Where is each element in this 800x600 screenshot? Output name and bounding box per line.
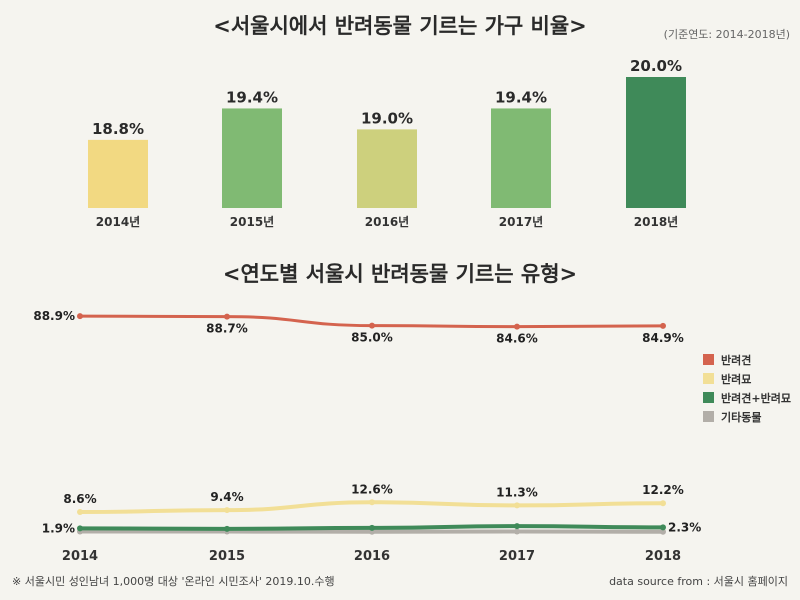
point-cat-2016 <box>369 499 375 506</box>
legend-swatch-cat <box>703 373 714 384</box>
bar-category-label-2017: 2017년 <box>499 215 543 229</box>
data-label-cat-2018: 12.2% <box>642 483 684 497</box>
point-dog-2014 <box>77 313 83 320</box>
bar-category-label-2014: 2014년 <box>96 215 140 229</box>
data-label-dog-2017: 84.6% <box>496 332 538 346</box>
point-other-2018 <box>660 528 666 535</box>
data-source-note: data source from : 서울시 홈페이지 <box>609 575 788 588</box>
x-tick-label-2014: 2014 <box>62 549 98 564</box>
data-label-cat-2014: 8.6% <box>63 492 96 506</box>
point-cat-2014 <box>77 509 83 516</box>
point-dog-2017 <box>514 323 520 330</box>
point-dog-2015 <box>224 313 230 320</box>
point-other-2017 <box>514 528 520 535</box>
data-label-cat-2016: 12.6% <box>351 482 393 496</box>
line-chart-title: <연도별 서울시 반려동물 기르는 유형> <box>222 262 578 286</box>
bar-value-label-2014: 18.8% <box>92 120 144 138</box>
data-label-dog-2016: 85.0% <box>351 331 393 345</box>
point-dog-and-cat-2016 <box>369 524 375 531</box>
point-cat-2018 <box>660 500 666 507</box>
data-label-cat-2017: 11.3% <box>496 485 538 499</box>
line-chart-legend: 반려견 반려묘 반려견+반려묘 기타동물 <box>703 350 791 426</box>
point-cat-2017 <box>514 502 520 509</box>
bar-chart: 18.8% 2014년 19.4% 2015년 19.0% 2016년 19.4% 2017년… <box>88 57 686 229</box>
bar-2014 <box>88 139 148 208</box>
legend-swatch-dog-and-cat <box>703 392 714 403</box>
point-dog-and-cat-2017 <box>514 523 520 530</box>
legend-label-cat: 반려묘 <box>721 372 752 386</box>
point-cat-2015 <box>224 507 230 514</box>
bar-category-label-2018: 2018년 <box>634 215 678 229</box>
legend-item-dog-and-cat: 반려견+반려묘 <box>703 388 791 407</box>
bar-chart-subtitle: (기준연도: 2014-2018년) <box>663 28 790 41</box>
bar-value-label-2016: 19.0% <box>361 109 413 127</box>
x-tick-label-2015: 2015 <box>209 549 245 564</box>
x-tick-label-2017: 2017 <box>499 549 535 564</box>
data-label-dog-and-cat-2018: 2.3% <box>668 520 701 534</box>
survey-footnote: ※ 서울시민 성인남녀 1,000명 대상 '온라인 시민조사' 2019.10… <box>12 575 335 588</box>
bar-category-label-2015: 2015년 <box>230 215 274 229</box>
legend-label-other: 기타동물 <box>721 410 762 424</box>
point-dog-and-cat-2018 <box>660 524 666 531</box>
data-label-dog-2018: 84.9% <box>642 331 684 345</box>
bar-2016 <box>357 129 417 208</box>
data-label-dog-2015: 88.7% <box>206 322 248 336</box>
legend-swatch-other <box>703 411 714 422</box>
bar-value-label-2018: 20.0% <box>630 57 682 75</box>
line-chart: 88.9% 88.7% 85.0% 84.6% 84.9% 8.6% 9.4% 12.6% 11… <box>33 309 701 564</box>
x-tick-label-2016: 2016 <box>354 549 390 564</box>
bar-2015 <box>222 108 282 208</box>
data-label-dog-and-cat-2014: 1.9% <box>42 521 75 535</box>
point-dog-and-cat-2015 <box>224 525 230 532</box>
point-dog-and-cat-2014 <box>77 525 83 532</box>
bar-category-label-2016: 2016년 <box>365 215 409 229</box>
bar-chart-title: <서울시에서 반려동물 기르는 가구 비율> <box>213 14 587 38</box>
point-dog-2016 <box>369 322 375 329</box>
bar-value-label-2015: 19.4% <box>226 88 278 106</box>
data-label-dog-2014: 88.9% <box>33 309 75 323</box>
bar-2017 <box>491 108 551 208</box>
x-tick-label-2018: 2018 <box>645 549 681 564</box>
legend-label-dog-and-cat: 반려견+반려묘 <box>721 391 791 405</box>
legend-label-dog: 반려견 <box>721 353 752 367</box>
data-label-cat-2015: 9.4% <box>210 490 243 504</box>
legend-swatch-dog <box>703 354 714 365</box>
point-dog-2018 <box>660 322 666 329</box>
bar-value-label-2017: 19.4% <box>495 88 547 106</box>
legend-item-cat: 반려묘 <box>703 369 791 388</box>
legend-item-dog: 반려견 <box>703 350 791 369</box>
legend-item-other: 기타동물 <box>703 407 791 426</box>
bar-2018 <box>626 77 686 208</box>
